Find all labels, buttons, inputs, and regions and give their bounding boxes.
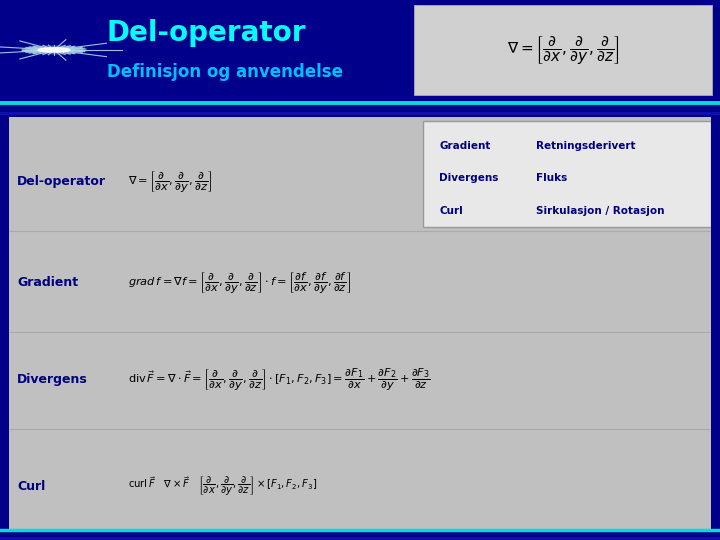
Text: Gradient: Gradient [17, 276, 78, 289]
Text: Sirkulasjon / Rotasjon: Sirkulasjon / Rotasjon [536, 206, 664, 215]
Text: Del-operator: Del-operator [17, 175, 106, 188]
Circle shape [38, 48, 70, 52]
FancyBboxPatch shape [9, 117, 711, 530]
Text: Del-operator: Del-operator [107, 19, 306, 47]
FancyBboxPatch shape [414, 5, 713, 96]
Circle shape [25, 46, 83, 54]
Text: Gradient: Gradient [439, 141, 491, 151]
Text: $\nabla = \left[\dfrac{\partial}{\partial x},\dfrac{\partial}{\partial y},\dfrac: $\nabla = \left[\dfrac{\partial}{\partia… [128, 168, 212, 194]
Text: Divergens: Divergens [439, 173, 499, 183]
Text: Definisjon og anvendelse: Definisjon og anvendelse [107, 63, 343, 81]
FancyBboxPatch shape [423, 122, 711, 227]
Text: Curl: Curl [439, 206, 463, 215]
Text: Fluks: Fluks [536, 173, 567, 183]
Text: Divergens: Divergens [17, 373, 88, 386]
Text: $\mathrm{curl}\,\vec{F}\quad\nabla\times\vec{F}\quad\left[\dfrac{\partial}{\part: $\mathrm{curl}\,\vec{F}\quad\nabla\times… [128, 475, 318, 498]
Text: $\nabla = \left[\dfrac{\partial}{\partial x},\dfrac{\partial}{\partial y},\dfrac: $\nabla = \left[\dfrac{\partial}{\partia… [507, 35, 620, 66]
Text: $\mathrm{div}\,\vec{F}=\nabla\cdot\vec{F}=\left[\dfrac{\partial}{\partial x},\df: $\mathrm{div}\,\vec{F}=\nabla\cdot\vec{F… [128, 366, 431, 393]
Text: $\mathit{grad}\,f = \nabla f = \left[\dfrac{\partial}{\partial x},\dfrac{\partia: $\mathit{grad}\,f = \nabla f = \left[\df… [128, 270, 351, 295]
Text: Curl: Curl [17, 481, 45, 494]
Text: Retningsderivert: Retningsderivert [536, 141, 635, 151]
